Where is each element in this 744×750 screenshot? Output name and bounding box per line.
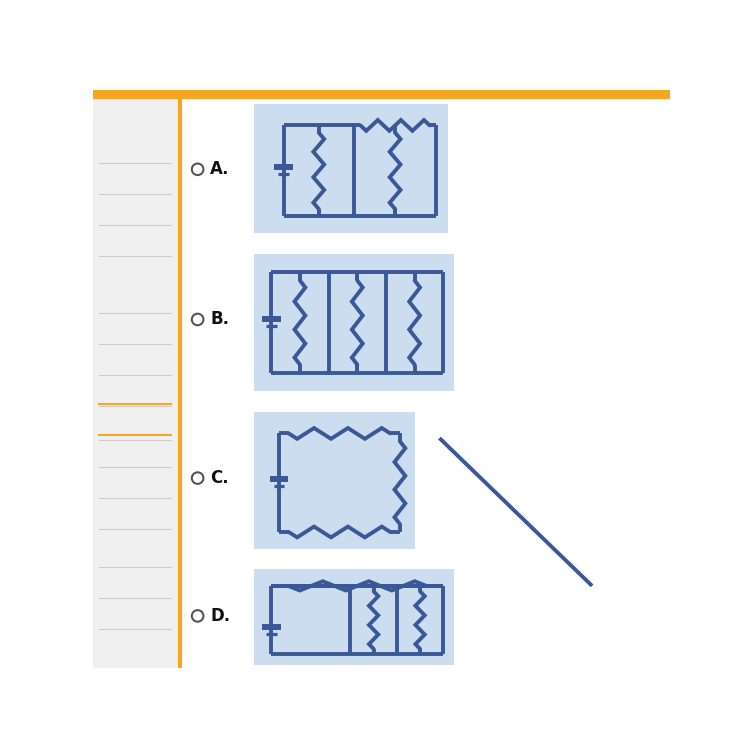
Text: D.: D.: [210, 607, 230, 625]
Bar: [254, 412, 415, 549]
Bar: [254, 254, 454, 391]
Bar: [93, 90, 180, 668]
Bar: [254, 104, 448, 233]
Text: C.: C.: [210, 469, 228, 487]
Text: B.: B.: [210, 310, 229, 328]
Text: A.: A.: [210, 160, 230, 178]
Bar: [93, 90, 670, 98]
Bar: [254, 569, 454, 665]
